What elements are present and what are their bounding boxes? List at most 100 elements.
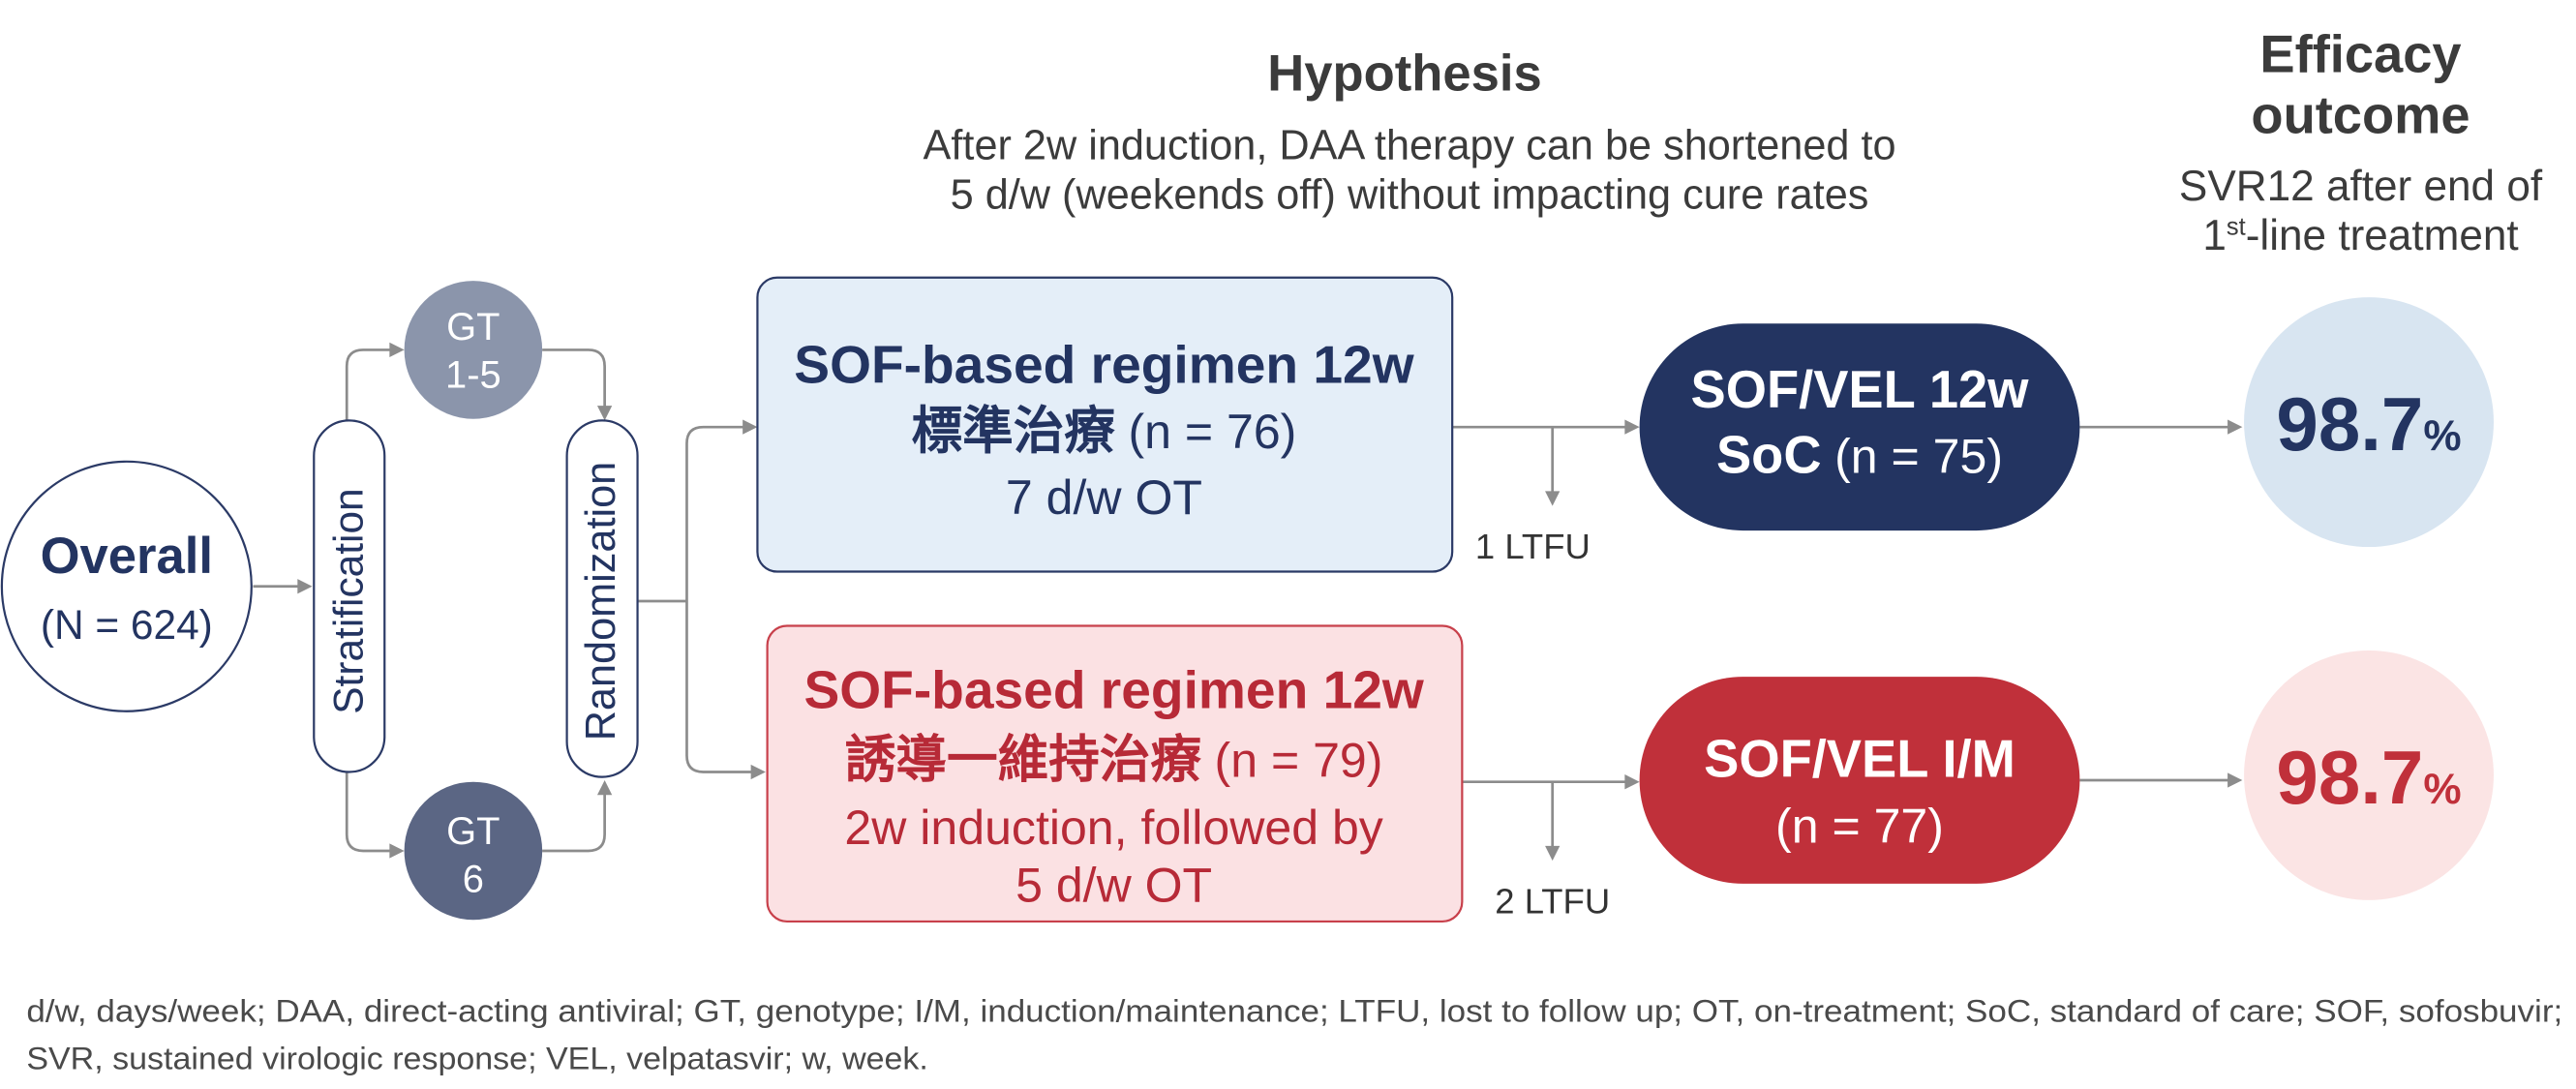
- arm-count: (n = 79): [1215, 734, 1383, 788]
- outcome-circle: [2244, 297, 2494, 548]
- arm-regimen: SOF-based regimen 12w: [804, 659, 1424, 719]
- arrowhead: [1624, 419, 1640, 435]
- arm-schedule: 7 d/w OT: [1006, 470, 1202, 525]
- arrowhead: [1545, 845, 1561, 862]
- stratification-pill: [313, 419, 386, 773]
- randomization-label: Randomization: [578, 462, 624, 741]
- arrowhead: [2227, 419, 2243, 435]
- arm-count: (n = 76): [1128, 405, 1296, 459]
- hypothesis-line: After 2w induction, DAA therapy can be s…: [924, 123, 1896, 169]
- efficacy-description: 1st-line treatment: [2202, 212, 2518, 259]
- treatment-count-line: SoC (n = 75): [1716, 426, 2003, 485]
- genotype-value: 6: [463, 858, 484, 900]
- outcome-circle-im: 98.7%: [2244, 650, 2494, 900]
- hypothesis-section: Hypothesis After 2w induction, DAA thera…: [924, 45, 1896, 218]
- arm-name-zh: 標準治療: [912, 403, 1116, 460]
- arm-name-line: 誘導一維持治療 (n = 79): [845, 732, 1383, 789]
- treatment-pill-soc: SOF/VEL 12w SoC (n = 75): [1639, 323, 2080, 531]
- arrowhead: [596, 779, 613, 796]
- outcome-unit: %: [2423, 412, 2461, 460]
- treatment-count: (n = 77): [1775, 799, 1944, 853]
- outcome-value-line: 98.7%: [2276, 381, 2461, 467]
- arm-name-zh: 誘導一維持治療: [845, 732, 1202, 789]
- arrowhead: [2227, 772, 2243, 788]
- connector-line: [685, 601, 755, 773]
- arm-induction-maintenance-box: SOF-based regimen 12w 誘導一維持治療 (n = 79) 2w…: [766, 624, 1464, 923]
- arrowhead: [389, 342, 405, 358]
- arrowhead: [742, 419, 758, 435]
- arm-regimen: SOF-based regimen 12w: [794, 334, 1413, 394]
- treatment-name: SOF/VEL I/M: [1704, 730, 2015, 789]
- outcome-unit: %: [2423, 766, 2461, 813]
- footnote-line: d/w, days/week; DAA, direct-acting antiv…: [26, 993, 2562, 1028]
- connector-line: [542, 791, 606, 853]
- ltfu-label: 2 LTFU: [1495, 881, 1610, 921]
- treatment-pill-im: SOF/VEL I/M (n = 77): [1639, 677, 2080, 884]
- ordinal-number: 1: [2202, 212, 2227, 259]
- efficacy-title: Efficacy: [2259, 25, 2461, 84]
- connector-treatment2-to-outcome: [2079, 772, 2243, 788]
- stratification-node: Stratification: [313, 419, 386, 773]
- footnote-line: SVR, sustained virologic response; VEL, …: [26, 1042, 928, 1076]
- outcome-circle-soc: 98.7%: [2244, 297, 2494, 548]
- arrowhead: [750, 764, 766, 780]
- overall-count: (N = 624): [41, 602, 213, 648]
- genotype-label: GT: [446, 810, 500, 853]
- randomization-node: Randomization: [565, 419, 639, 778]
- genotype-node-gt6: GT 6: [404, 781, 543, 921]
- connector-gt6-to-randomization: [542, 779, 613, 853]
- connector-randomization-to-arms: [637, 419, 766, 780]
- genotype-circle: [404, 781, 543, 921]
- randomization-pill: [565, 419, 639, 778]
- connector-gt1-5-to-randomization: [542, 348, 613, 421]
- hypothesis-line: 5 d/w (weekends off) without impacting c…: [951, 171, 1869, 218]
- genotype-value: 1-5: [445, 353, 501, 396]
- ltfu-label: 1 LTFU: [1475, 527, 1591, 566]
- arm-schedule: 2w induction, followed by: [844, 801, 1382, 855]
- connector-arm2-to-treatment: [1462, 774, 1640, 862]
- efficacy-title: outcome: [2251, 85, 2470, 144]
- arrowhead: [596, 406, 613, 421]
- arm-standard-box: SOF-based regimen 12w 標準治療 (n = 76) 7 d/w…: [756, 276, 1454, 573]
- arrowhead: [297, 579, 313, 594]
- connector-treatment1-to-outcome: [2079, 419, 2243, 435]
- ordinal-superscript: st: [2227, 214, 2246, 241]
- outcome-value: 98.7: [2276, 735, 2423, 820]
- connector-stratification-to-gt1-5: [345, 342, 405, 421]
- connector-arm1-to-treatment: [1452, 419, 1640, 506]
- treatment-name: SOF/VEL 12w: [1691, 360, 2030, 419]
- arm-box: [766, 624, 1464, 923]
- connector-line: [685, 425, 746, 602]
- stratification-label: Stratification: [325, 488, 371, 713]
- outcome-circle: [2244, 650, 2494, 900]
- outcome-value: 98.7: [2276, 381, 2423, 467]
- outcome-value-line: 98.7%: [2276, 735, 2461, 820]
- overall-circle: [0, 460, 253, 712]
- arm-box: [756, 276, 1454, 573]
- arm-name-line: 標準治療 (n = 76): [912, 403, 1297, 460]
- efficacy-description: SVR12 after end of: [2179, 163, 2543, 210]
- genotype-node-gt1-5: GT 1-5: [404, 281, 543, 419]
- ordinal-rest: -line treatment: [2246, 212, 2519, 259]
- connector-overall-to-stratification: [253, 579, 313, 594]
- arrowhead: [389, 843, 405, 859]
- connector-line: [345, 348, 393, 421]
- connector-line: [345, 771, 393, 853]
- arrowhead: [1624, 774, 1640, 790]
- footnote: d/w, days/week; DAA, direct-acting antiv…: [26, 993, 2562, 1075]
- genotype-label: GT: [446, 306, 500, 348]
- overall-population-node: Overall (N = 624): [0, 460, 253, 712]
- arrowhead: [1545, 491, 1561, 506]
- connector-stratification-to-gt6: [345, 771, 405, 859]
- connector-line: [542, 348, 606, 409]
- treatment-count: (n = 75): [1834, 430, 2003, 484]
- treatment-pill: [1639, 677, 2080, 884]
- treatment-tag: SoC: [1716, 426, 1822, 485]
- treatment-pill: [1639, 323, 2080, 531]
- overall-label: Overall: [41, 528, 213, 585]
- arm-schedule: 5 d/w OT: [1015, 859, 1212, 913]
- hypothesis-title: Hypothesis: [1267, 45, 1541, 102]
- efficacy-outcome-section: Efficacy outcome SVR12 after end of 1st-…: [2179, 25, 2543, 259]
- genotype-circle: [404, 281, 543, 419]
